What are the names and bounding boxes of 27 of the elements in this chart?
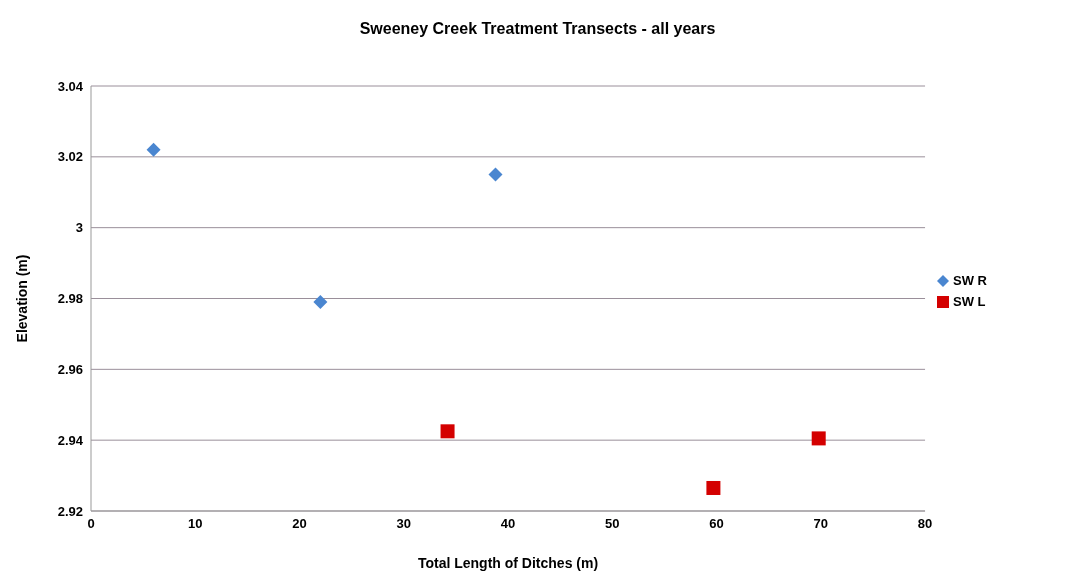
point — [313, 295, 328, 310]
y-tick-label: 3.04 — [57, 78, 84, 94]
y-tick-label: 2.98 — [57, 291, 83, 307]
x-tick-label: 10 — [188, 516, 203, 532]
y-tick-label: 2.92 — [57, 503, 83, 519]
point — [706, 480, 721, 495]
chart-title: Sweeney Creek Treatment Transects - all years — [358, 20, 717, 38]
x-tick-label: 20 — [292, 516, 307, 532]
point — [488, 167, 503, 182]
point — [811, 431, 826, 446]
legend-label: SW R — [953, 273, 987, 288]
x-tick-label: 40 — [500, 516, 516, 532]
y-axis-title: Elevation (m) — [13, 254, 30, 343]
x-tick-label: 60 — [709, 516, 724, 532]
y-tick-label: 3.02 — [57, 149, 83, 165]
legend-label: SW L — [953, 294, 986, 309]
point — [146, 142, 161, 157]
x-axis-title: Total Length of Ditches (m) — [417, 555, 599, 571]
x-tick-label: 0 — [87, 516, 95, 532]
x-tick-label: 80 — [917, 516, 933, 532]
y-tick-label: 2.94 — [57, 432, 84, 448]
x-tick-label: 30 — [396, 516, 411, 532]
y-tick-label: 2.96 — [57, 361, 83, 377]
x-tick-label: 50 — [605, 516, 620, 532]
x-tick-label: 70 — [813, 516, 829, 532]
y-tick-label: 3 — [75, 220, 83, 236]
point — [440, 424, 455, 439]
